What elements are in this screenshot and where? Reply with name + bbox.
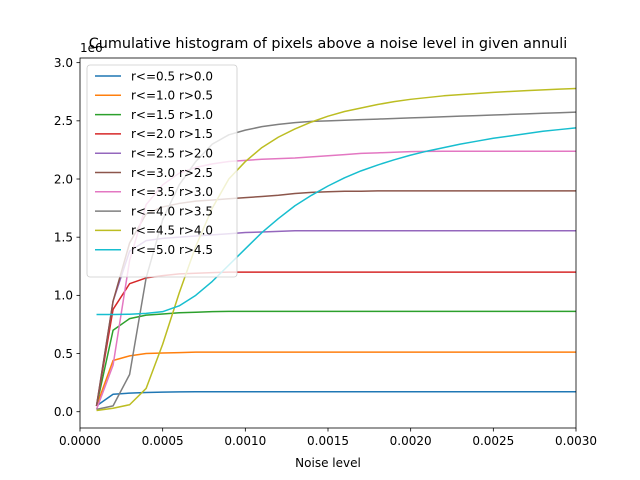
legend-label: r<=1.5 r>1.0: [131, 108, 213, 122]
legend-label: r<=5.0 r>4.5: [131, 243, 213, 257]
series-line-2: [95, 351, 576, 407]
legend-label: r<=3.5 r>3.0: [131, 185, 213, 199]
y-tick-label: 0.0: [54, 405, 73, 419]
y-tick-label: 2.5: [54, 114, 73, 128]
chart-title: Cumulative histogram of pixels above a n…: [89, 36, 568, 52]
series-line-4: [95, 271, 576, 407]
x-axis: 0.0000 0.0005 0.0010 0.0015 0.0020 0.0025 0.00…: [59, 428, 597, 448]
legend-label: r<=4.0 r>3.5: [131, 204, 213, 218]
y-offset-text: 1e6: [80, 41, 103, 55]
series-line-1: [96, 390, 576, 407]
legend-label: r<=2.5 r>2.0: [131, 147, 213, 161]
x-tick-label: 0.0000: [59, 434, 101, 448]
series-line-10: [96, 127, 576, 316]
legend: r<=0.5 r>0.0 r<=1.0 r>0.5 r<=1.5 r>1.0 r<=2…: [86, 64, 238, 278]
series-line-9: [96, 87, 576, 412]
legend-label: r<=3.0 r>2.5: [131, 166, 213, 180]
x-tick-label: 0.0010: [224, 434, 266, 448]
x-tick-label: 0.0025: [472, 434, 514, 448]
y-tick-label: 0.5: [54, 347, 73, 361]
x-tick-label: 0.0030: [555, 434, 597, 448]
y-tick-label: 1.0: [54, 289, 73, 303]
x-tick-label: 0.0020: [390, 434, 432, 448]
series-line-3: [95, 310, 576, 407]
legend-label: r<=1.0 r>0.5: [131, 89, 213, 103]
x-tick-label: 0.0015: [307, 434, 349, 448]
legend-box: [86, 64, 238, 278]
x-axis-label: Noise level: [295, 456, 361, 470]
legend-label: r<=2.0 r>1.5: [131, 127, 213, 141]
y-tick-label: 1.5: [54, 230, 73, 244]
y-axis: 0.0 0.5 1.0 1.5 2.0 2.5 3.0: [54, 56, 80, 419]
legend-label: r<=4.5 r>4.0: [131, 224, 213, 238]
y-tick-label: 2.0: [54, 172, 73, 186]
x-tick-label: 0.0005: [142, 434, 184, 448]
legend-label: r<=0.5 r>0.0: [131, 69, 213, 83]
y-tick-label: 3.0: [54, 56, 73, 70]
